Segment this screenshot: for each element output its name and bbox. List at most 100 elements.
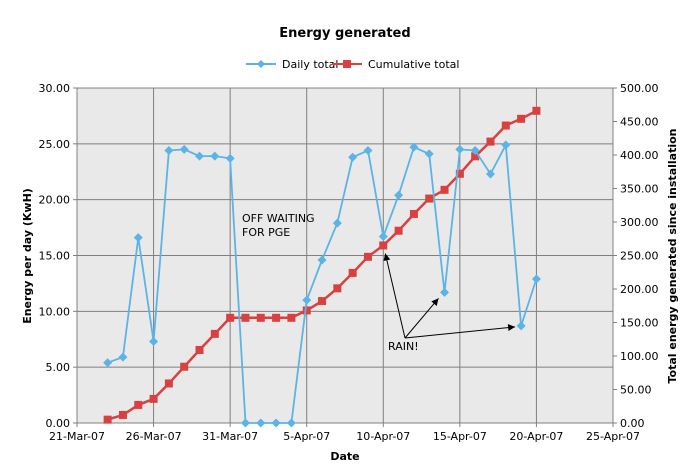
rain-arrow-head (431, 298, 439, 306)
daily-point (302, 295, 312, 305)
legend-cumulative-label: Cumulative total (368, 58, 459, 71)
right-tick-label: 250.00 (620, 250, 659, 263)
y2-axis-title: Total energy generated since installatio… (666, 129, 679, 384)
x-tick-label: 21-Mar-07 (49, 430, 105, 443)
cumulative-point (302, 306, 311, 315)
daily-point (317, 255, 327, 265)
cumulative-point (226, 313, 235, 322)
daily-point (240, 418, 250, 428)
x-tick-label: 25-Apr-07 (586, 430, 640, 443)
cumulative-point (486, 137, 495, 146)
left-tick-label: 10.00 (39, 305, 71, 318)
left-tick-label: 20.00 (39, 194, 71, 207)
cumulative-point (149, 394, 158, 403)
cumulative-point (195, 345, 204, 354)
daily-point (440, 287, 450, 297)
series-cumulative (103, 106, 541, 424)
daily-point (378, 232, 388, 242)
daily-point (394, 190, 404, 200)
daily-point (103, 358, 113, 368)
annotations: OFF WAITING FOR PGE RAIN! (242, 212, 516, 353)
cumulative-point (363, 252, 372, 261)
cumulative-point (425, 194, 434, 203)
cumulative-point (517, 114, 526, 123)
annotation-rain: RAIN! (388, 340, 419, 353)
daily-point (485, 169, 495, 179)
right-tick-label: 350.00 (620, 183, 659, 196)
right-tick-label: 0.00 (620, 417, 645, 430)
legend-daily-label: Daily total (282, 58, 338, 71)
rain-arrows (383, 253, 516, 339)
cumulative-point (272, 313, 281, 322)
x-tick-label: 5-Apr-07 (283, 430, 330, 443)
daily-point (118, 352, 128, 362)
cumulative-point (287, 313, 296, 322)
cumulative-point (241, 313, 250, 322)
daily-point (225, 153, 235, 163)
right-tick-label: 450.00 (620, 116, 659, 129)
cumulative-point (180, 362, 189, 371)
cumulative-point (455, 169, 464, 178)
daily-point (179, 144, 189, 154)
daily-point (133, 233, 143, 243)
legend: Daily total Cumulative total (246, 58, 459, 71)
right-tick-label: 300.00 (620, 216, 659, 229)
left-tick-label: 15.00 (39, 250, 71, 263)
left-tick-label: 0.00 (46, 417, 71, 430)
rain-arrow-line (404, 326, 516, 339)
daily-point (424, 149, 434, 159)
cumulative-point (318, 297, 327, 306)
cumulative-point (532, 106, 541, 115)
gridlines (77, 88, 613, 423)
cumulative-point (394, 226, 403, 235)
rain-arrow-head (383, 253, 391, 262)
right-tick-label: 150.00 (620, 317, 659, 330)
daily-point (455, 144, 465, 154)
rain-arrow-head (507, 324, 516, 332)
cumulative-point (440, 185, 449, 194)
chart-title: Energy generated (279, 26, 410, 41)
x-axis-title: Date (330, 450, 359, 463)
series-daily (103, 140, 541, 428)
daily-point (470, 146, 480, 156)
cumulative-point (210, 329, 219, 338)
daily-point (501, 140, 511, 150)
cumulative-point (118, 410, 127, 419)
legend-cumulative-marker (343, 60, 351, 68)
annotation-for-pge: FOR PGE (242, 226, 290, 239)
daily-point (409, 142, 419, 152)
x-tick-label: 26-Mar-07 (126, 430, 182, 443)
right-tick-label: 100.00 (620, 350, 659, 363)
right-tick-label: 50.00 (620, 384, 652, 397)
left-tick-label: 5.00 (46, 361, 71, 374)
x-tick-label: 20-Apr-07 (509, 430, 563, 443)
daily-point (531, 274, 541, 284)
daily-point (332, 218, 342, 228)
daily-point (286, 418, 296, 428)
rain-arrow-line (404, 298, 439, 339)
daily-point (516, 321, 526, 331)
x-tick-label: 10-Apr-07 (356, 430, 410, 443)
right-tick-label: 500.00 (620, 82, 659, 95)
legend-daily-marker (257, 60, 265, 68)
x-tick-label: 31-Mar-07 (202, 430, 258, 443)
y-axis-title: Energy per day (KwH) (21, 188, 34, 324)
cumulative-point (333, 284, 342, 293)
left-axis-ticks: 0.00 5.00 10.00 15.00 20.00 25.00 30.00 (39, 82, 77, 430)
daily-point (256, 418, 266, 428)
right-axis-ticks: 0.00 50.00 100.00 150.00 200.00 250.00 300.00 3… (613, 82, 659, 430)
daily-point (195, 151, 205, 161)
cumulative-point (379, 241, 388, 250)
left-tick-label: 25.00 (39, 138, 71, 151)
daily-point (271, 418, 281, 428)
daily-point (164, 146, 174, 156)
cumulative-point (348, 268, 357, 277)
cumulative-point (471, 152, 480, 161)
daily-point (348, 152, 358, 162)
daily-point (363, 146, 373, 156)
left-tick-label: 30.00 (39, 82, 71, 95)
daily-point (210, 151, 220, 161)
daily-point (149, 336, 159, 346)
cumulative-point (134, 400, 143, 409)
